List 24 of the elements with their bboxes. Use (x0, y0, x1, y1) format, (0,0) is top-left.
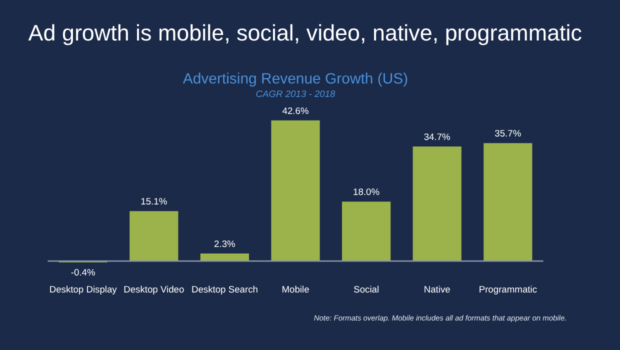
data-label: 42.6% (282, 106, 309, 116)
x-tick-label: Desktop Video (124, 284, 184, 295)
chart-subtitle: Advertising Revenue Growth (US) (182, 70, 408, 88)
data-label: 2.3% (214, 238, 236, 249)
data-label: 35.7% (494, 128, 522, 139)
bar (200, 253, 250, 262)
data-label: 15.1% (140, 196, 168, 207)
x-tick-label: Programmatic (478, 284, 538, 295)
bar (130, 211, 178, 262)
data-label: 34.7% (424, 132, 450, 142)
bar (342, 202, 391, 262)
data-label: -0.4% (70, 267, 96, 278)
text: Note: Formats overlap. Mobile includes all ad formats that appear on mobile. (314, 313, 567, 322)
x-tick-label: Native (424, 284, 450, 295)
x-tick-label: Mobile (282, 284, 310, 295)
x-tick-label: Desktop Search (191, 284, 258, 295)
chart-title: Ad growth is mobile, social, video, native, programmatic (28, 20, 582, 46)
x-tick-label: Desktop Display (49, 284, 118, 295)
x-tick-label: Social (354, 284, 380, 295)
text: CAGR 2013 - 2018 (256, 88, 336, 99)
bar (271, 120, 320, 262)
data-label: 18.0% (353, 187, 380, 198)
bar (484, 143, 532, 262)
bar (412, 146, 462, 262)
